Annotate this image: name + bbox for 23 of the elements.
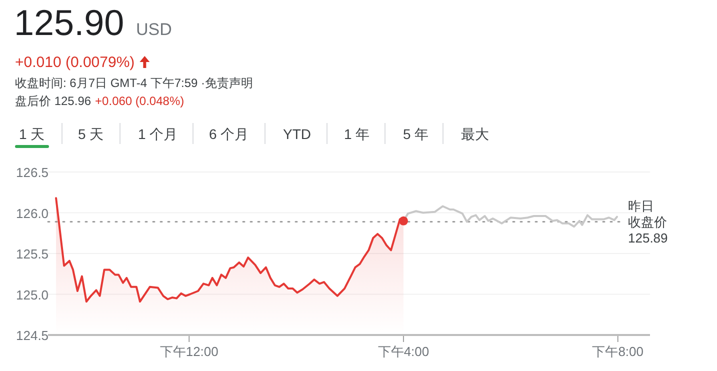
y-tick-label: 125.0	[16, 287, 49, 302]
y-tick-label: 126.0	[16, 206, 49, 221]
x-tick-label: 下午12:00	[160, 344, 218, 359]
text: USD	[136, 20, 172, 39]
y-tick-label: 125.5	[16, 246, 49, 262]
text: 收盘时间: 6月7日 GMT-4 下午7:59 ·免责声明	[15, 76, 254, 90]
x-tick-label: 下午4:00	[378, 344, 430, 359]
text: 1 个月	[138, 126, 178, 142]
text: 5 年	[403, 126, 429, 142]
text: 最大	[461, 126, 489, 142]
text: 5 天	[78, 126, 104, 142]
y-tick-label: 126.5	[16, 165, 49, 180]
text: +0.010 (0.0079%)	[15, 54, 135, 71]
x-tick-label: 下午8:00	[592, 344, 644, 359]
text: YTD	[283, 126, 311, 142]
chart-title: 125.90	[14, 2, 124, 43]
text: 6 个月	[209, 126, 249, 142]
text: +0.060 (0.048%)	[95, 94, 184, 108]
text: 1 年	[344, 126, 370, 142]
text: 1 天	[19, 126, 45, 142]
text: 盘后价 125.96	[15, 94, 92, 108]
y-tick-label: 124.5	[16, 328, 49, 343]
ref-line-label: 昨日收盘价 125.89	[628, 198, 668, 246]
